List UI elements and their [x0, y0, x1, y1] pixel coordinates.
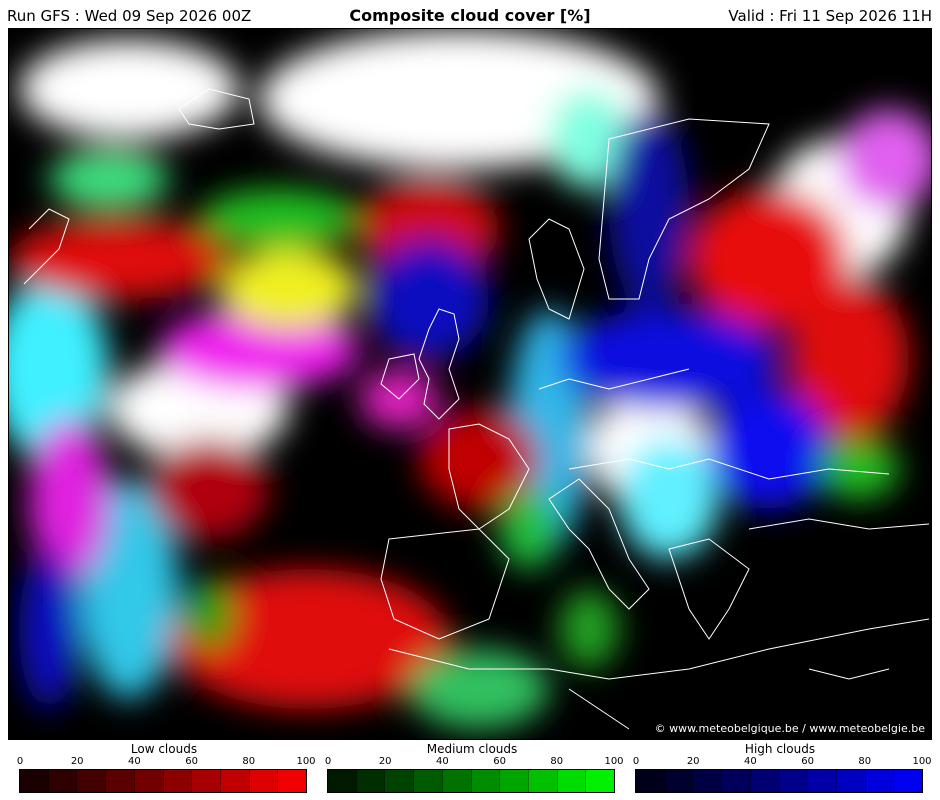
tick-label: 80 [550, 756, 564, 767]
color-swatch [192, 770, 221, 792]
color-scale [19, 769, 307, 793]
tick-label: 100 [604, 756, 624, 767]
legend-medium-clouds: Medium clouds 0 20 40 60 80 100 [324, 742, 624, 798]
tick-label: 20 [686, 756, 700, 767]
color-swatch [48, 770, 78, 792]
tick-label: 0 [324, 756, 332, 767]
legend-high-clouds: High clouds 0 20 40 60 80 100 [632, 742, 932, 798]
tick-label: 100 [912, 756, 932, 767]
color-swatch [557, 770, 587, 792]
map-title: Composite cloud cover [%] [349, 6, 591, 25]
color-swatch [106, 770, 135, 792]
tick-label: 20 [70, 756, 84, 767]
color-swatch [808, 770, 837, 792]
cloud-field [9, 29, 931, 739]
color-swatch [722, 770, 751, 792]
color-swatch [636, 770, 665, 792]
color-swatch [750, 770, 780, 792]
tick-label: 20 [378, 756, 392, 767]
header: Run GFS : Wed 09 Sep 2026 00Z Composite … [0, 0, 940, 28]
color-swatch [249, 770, 279, 792]
color-swatch [442, 770, 472, 792]
color-swatch [134, 770, 164, 792]
color-scale [327, 769, 615, 793]
coastlines [23, 88, 930, 730]
legend-title: High clouds [744, 742, 816, 756]
color-swatch [163, 770, 193, 792]
color-scale [635, 769, 923, 793]
color-swatch [500, 770, 529, 792]
color-swatch [20, 770, 49, 792]
color-swatch [664, 770, 694, 792]
color-swatch [779, 770, 809, 792]
tick-label: 0 [632, 756, 640, 767]
color-swatch [865, 770, 895, 792]
valid-time-label: Valid : Fri 11 Sep 2026 11H [728, 7, 932, 25]
color-swatch [471, 770, 501, 792]
tick-label: 60 [493, 756, 506, 767]
tick-label: 60 [185, 756, 198, 767]
color-swatch [586, 770, 615, 792]
legend-title: Medium clouds [426, 742, 518, 756]
legend-low-clouds: Low clouds 0 20 40 60 80 100 [16, 742, 316, 798]
tick-label: 40 [744, 756, 757, 767]
tick-label: 60 [801, 756, 814, 767]
tick-label: 100 [296, 756, 316, 767]
color-swatch [77, 770, 107, 792]
tick-label: 40 [128, 756, 141, 767]
color-swatch [220, 770, 250, 792]
color-swatch [693, 770, 723, 792]
color-swatch [414, 770, 443, 792]
color-swatch [328, 770, 357, 792]
run-label: Run GFS : Wed 09 Sep 2026 00Z [7, 7, 252, 25]
legend-title: Low clouds [130, 742, 198, 756]
color-swatch [356, 770, 386, 792]
color-swatch [894, 770, 923, 792]
color-swatch [836, 770, 866, 792]
color-swatch [278, 770, 307, 792]
tick-label: 0 [16, 756, 24, 767]
cloud-cover-map: © www.meteobelgique.be / www.meteobelgie… [8, 28, 932, 740]
copyright-text: © www.meteobelgique.be / www.meteobelgie… [654, 722, 925, 735]
color-swatch [528, 770, 558, 792]
tick-label: 80 [242, 756, 256, 767]
tick-label: 40 [436, 756, 449, 767]
color-swatch [385, 770, 415, 792]
tick-label: 80 [858, 756, 872, 767]
